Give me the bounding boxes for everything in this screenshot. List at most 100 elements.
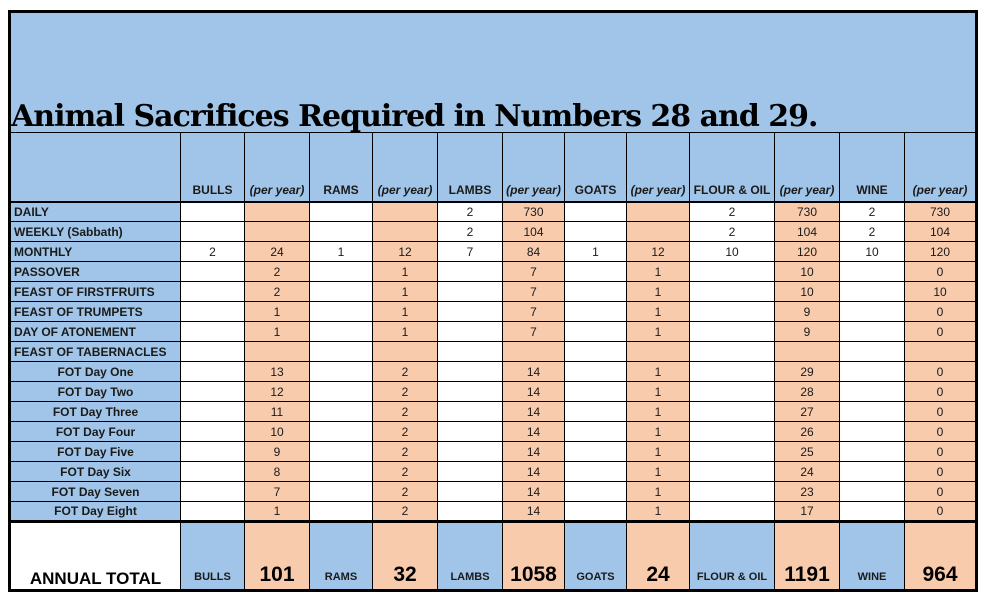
per-year-cell: 730 (774, 201, 840, 222)
per-year-cell (626, 201, 690, 222)
count-cell (689, 341, 775, 362)
per-year-cell: 13 (244, 361, 310, 382)
per-year-cell: 10 (904, 281, 977, 302)
row-label: FOT Day Five (9, 441, 181, 462)
per-year-cell: 0 (904, 321, 977, 342)
count-cell (309, 441, 373, 462)
per-year-cell: 12 (372, 241, 438, 262)
per-year-cell: 12 (244, 381, 310, 402)
per-year-cell: 0 (904, 461, 977, 482)
table-row: DAILY 2 730 2 730 2 730 (9, 201, 977, 222)
table-row: FEAST OF TRUMPETS 1 1 7 1 9 0 (9, 301, 977, 322)
row-label: FOT Day Four (9, 421, 181, 442)
count-cell (839, 381, 905, 402)
count-cell (180, 381, 245, 402)
count-cell (564, 461, 627, 482)
count-cell: 1 (309, 241, 373, 262)
per-year-column-header: (per year) (626, 132, 690, 203)
count-cell (437, 421, 503, 442)
per-year-cell: 28 (774, 381, 840, 402)
total-value: 964 (904, 520, 977, 591)
count-cell (689, 281, 775, 302)
animal-column-header: LAMBS (437, 132, 503, 203)
per-year-cell (244, 221, 310, 242)
count-cell (689, 481, 775, 502)
per-year-cell: 104 (904, 221, 977, 242)
table-row: FOT Day Seven 7 2 14 1 23 0 (9, 481, 977, 502)
per-year-cell: 12 (626, 241, 690, 262)
count-cell (180, 221, 245, 242)
per-year-cell (372, 221, 438, 242)
per-year-cell: 1 (626, 261, 690, 282)
count-cell (839, 281, 905, 302)
column-header-row: BULLS (per year) RAMS (per year) LAMBS (per y… (9, 132, 977, 203)
per-year-cell: 7 (502, 301, 565, 322)
row-label: DAILY (9, 201, 181, 222)
per-year-cell (774, 341, 840, 362)
per-year-cell (244, 201, 310, 222)
count-cell (180, 281, 245, 302)
table-row: FEAST OF FIRSTFRUITS 2 1 7 1 10 10 (9, 281, 977, 302)
total-animal-name: RAMS (309, 520, 373, 591)
per-year-cell: 0 (904, 361, 977, 382)
row-label: MONTHLY (9, 241, 181, 262)
per-year-cell: 25 (774, 441, 840, 462)
per-year-cell: 7 (502, 261, 565, 282)
per-year-cell: 0 (904, 401, 977, 422)
per-year-cell (244, 341, 310, 362)
per-year-cell: 10 (244, 421, 310, 442)
table-row: DAY OF ATONEMENT 1 1 7 1 9 0 (9, 321, 977, 342)
per-year-cell: 9 (244, 441, 310, 462)
count-cell (564, 281, 627, 302)
count-cell (309, 201, 373, 222)
count-cell (564, 261, 627, 282)
table-row: FOT Day Two 12 2 14 1 28 0 (9, 381, 977, 402)
count-cell (437, 501, 503, 522)
per-year-cell: 14 (502, 461, 565, 482)
count-cell (309, 221, 373, 242)
per-year-column-header: (per year) (904, 132, 977, 203)
per-year-cell: 27 (774, 401, 840, 422)
count-cell: 2 (437, 221, 503, 242)
count-cell (564, 481, 627, 502)
animal-column-header: RAMS (309, 132, 373, 203)
count-cell (309, 381, 373, 402)
count-cell (839, 361, 905, 382)
count-cell: 10 (839, 241, 905, 262)
row-label: FOT Day One (9, 361, 181, 382)
count-cell (564, 321, 627, 342)
per-year-cell (372, 341, 438, 362)
per-year-cell (626, 221, 690, 242)
count-cell (180, 301, 245, 322)
per-year-cell: 1 (626, 301, 690, 322)
count-cell (564, 301, 627, 322)
count-cell: 2 (689, 221, 775, 242)
per-year-cell: 2 (372, 481, 438, 502)
row-label: PASSOVER (9, 261, 181, 282)
count-cell (309, 261, 373, 282)
count-cell (180, 361, 245, 382)
per-year-cell: 8 (244, 461, 310, 482)
count-cell (437, 461, 503, 482)
count-cell (309, 321, 373, 342)
per-year-cell: 2 (244, 281, 310, 302)
per-year-cell: 1 (244, 301, 310, 322)
count-cell (309, 361, 373, 382)
count-cell (564, 341, 627, 362)
row-label: FOT Day Two (9, 381, 181, 402)
per-year-cell: 1 (626, 441, 690, 462)
count-cell (180, 261, 245, 282)
title-row: Animal Sacrifices Required in Numbers 28… (9, 11, 977, 133)
count-cell (437, 261, 503, 282)
count-cell (180, 421, 245, 442)
per-year-cell: 0 (904, 261, 977, 282)
table-row: FOT Day Five 9 2 14 1 25 0 (9, 441, 977, 462)
per-year-cell: 2 (372, 501, 438, 522)
per-year-cell: 1 (626, 461, 690, 482)
per-year-cell: 1 (244, 501, 310, 522)
per-year-cell: 1 (372, 301, 438, 322)
table-row: FOT Day Three 11 2 14 1 27 0 (9, 401, 977, 422)
row-label: FOT Day Seven (9, 481, 181, 502)
animal-column-header: BULLS (180, 132, 245, 203)
